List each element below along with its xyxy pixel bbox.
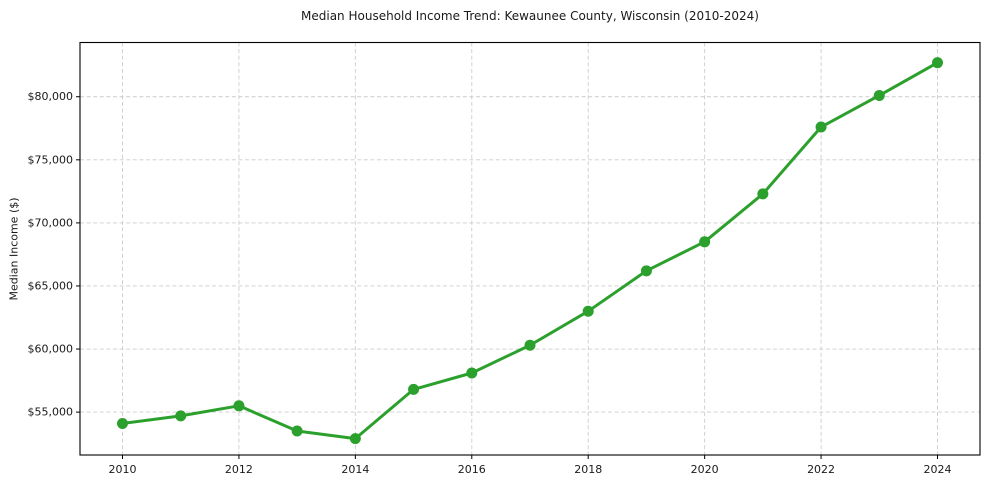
y-tick-label: $55,000 (28, 406, 74, 419)
y-tick-label: $70,000 (28, 216, 74, 229)
x-tick-label: 2024 (924, 463, 952, 476)
data-point (873, 89, 885, 101)
data-point (233, 400, 245, 412)
y-tick-label: $60,000 (28, 343, 74, 356)
y-tick-label: $65,000 (28, 279, 74, 292)
data-point (582, 305, 594, 317)
y-tick-label: $80,000 (28, 90, 74, 103)
x-tick-label: 2012 (225, 463, 253, 476)
data-point (640, 265, 652, 277)
data-point (932, 57, 944, 69)
x-tick-label: 2020 (691, 463, 719, 476)
data-point (408, 383, 420, 395)
x-tick-label: 2010 (108, 463, 136, 476)
trend-line (120, 61, 940, 441)
x-tick-label: 2018 (574, 463, 602, 476)
data-point (116, 417, 128, 429)
data-point (175, 410, 187, 422)
x-tick-label: 2022 (807, 463, 835, 476)
data-point (757, 188, 769, 200)
chart-title: Median Household Income Trend: Kewaunee … (301, 9, 759, 23)
data-point (699, 236, 711, 248)
data-point (466, 367, 478, 379)
y-tick-label: $75,000 (28, 153, 74, 166)
x-tick-label: 2016 (458, 463, 486, 476)
data-point (349, 433, 361, 445)
data-point (291, 425, 303, 437)
x-tick-label: 2014 (341, 463, 369, 476)
data-point (815, 121, 827, 133)
data-point (524, 339, 536, 351)
plot-border (79, 41, 981, 456)
